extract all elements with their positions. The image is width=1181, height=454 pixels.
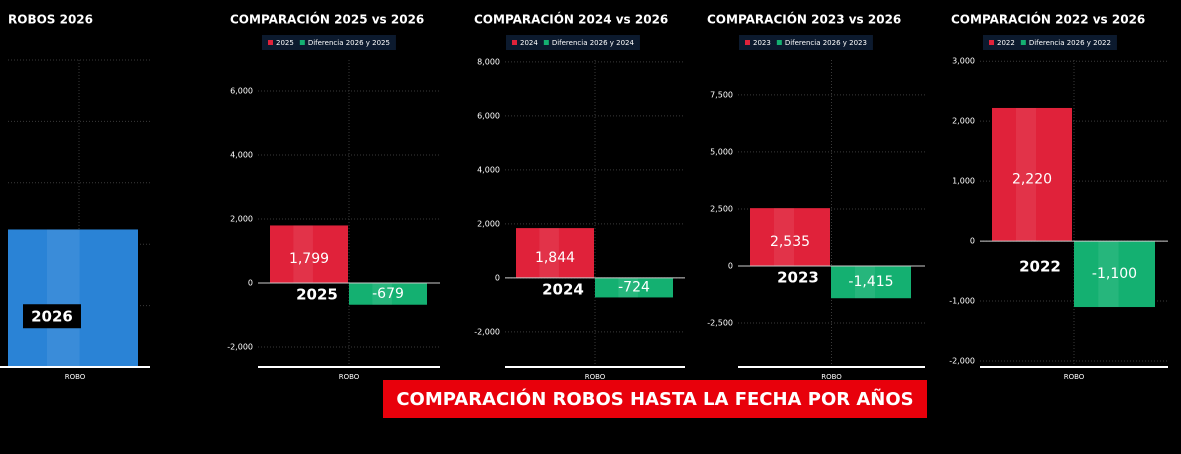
- bar-sheen: [774, 208, 794, 266]
- legend-swatch: [989, 40, 994, 45]
- banner-box: [383, 380, 927, 418]
- legend-label: Diferencia 2026 y 2025: [308, 39, 390, 47]
- y-tick-label: 5,000: [710, 147, 733, 156]
- x-tick-label: ROBO: [1064, 373, 1085, 381]
- value-label: 1,799: [289, 251, 329, 267]
- bar: [1074, 241, 1155, 308]
- bar: [8, 229, 138, 367]
- legend-swatch: [512, 40, 517, 45]
- bar-sheen: [372, 283, 392, 305]
- y-tick-label: 7,500: [710, 90, 733, 99]
- bar-sheen: [539, 228, 559, 278]
- value-label: -1,415: [848, 274, 893, 290]
- bar-sheen: [618, 277, 638, 298]
- legend-swatch: [299, 40, 305, 45]
- legend-swatch: [745, 40, 750, 45]
- y-tick-label: 2,000: [952, 117, 975, 126]
- y-tick-label: 2,000: [477, 219, 500, 228]
- x-tick-label: ROBO: [821, 373, 842, 381]
- y-tick-label: -1,000: [949, 297, 975, 306]
- legend-swatch: [543, 40, 549, 45]
- legend-label: 2023: [753, 39, 771, 47]
- chart-title: COMPARACIÓN 2025 vs 2026: [230, 12, 424, 27]
- value-label: 1,844: [535, 250, 575, 266]
- bar-name-label: 2025: [296, 286, 338, 304]
- x-tick-label: ROBO: [585, 373, 606, 381]
- bar: [349, 283, 427, 305]
- y-tick-label: 4,000: [230, 151, 253, 160]
- legend-label: 2024: [520, 39, 538, 47]
- legend-box: [739, 35, 873, 50]
- y-tick-label: 3,000: [952, 57, 975, 66]
- bar-name-label: 2024: [542, 280, 584, 298]
- bar: [595, 277, 673, 298]
- bar-name-label: 2023: [777, 268, 819, 286]
- bar-sheen: [855, 265, 875, 299]
- legend-box: [506, 35, 640, 50]
- y-tick-label: 0: [970, 237, 975, 246]
- value-label: 2,535: [770, 234, 810, 250]
- y-tick-label: 4,000: [477, 165, 500, 174]
- legend-box: [983, 35, 1117, 50]
- chart-title: COMPARACIÓN 2023 vs 2026: [707, 12, 901, 27]
- bar: [750, 208, 830, 266]
- x-tick-label: ROBO: [339, 373, 360, 381]
- value-label: -1,100: [1092, 266, 1137, 282]
- bar: [831, 265, 911, 299]
- y-tick-label: -2,000: [227, 343, 253, 352]
- value-label: -679: [372, 286, 404, 302]
- x-tick-label: ROBO: [65, 373, 86, 381]
- legend-label: Diferencia 2026 y 2024: [552, 39, 635, 47]
- legend-swatch: [1020, 40, 1026, 45]
- chart-title: COMPARACIÓN 2024 vs 2026: [474, 12, 668, 27]
- legend-label: 2022: [997, 39, 1015, 47]
- y-tick-label: -2,000: [949, 357, 975, 366]
- bar-name-box: [23, 304, 81, 329]
- y-tick-label: 2,000: [230, 215, 253, 224]
- bar-sheen: [1016, 107, 1036, 242]
- legend-label: Diferencia 2026 y 2022: [1029, 39, 1111, 47]
- y-tick-label: -2,500: [707, 318, 733, 327]
- y-tick-label: 6,000: [477, 111, 500, 120]
- banner-text: COMPARACIÓN ROBOS HASTA LA FECHA POR AÑO…: [396, 387, 913, 410]
- legend-label: 2025: [276, 39, 294, 47]
- bar-sheen: [1098, 241, 1119, 308]
- chart-title: ROBOS 2026: [8, 13, 93, 27]
- bar-name-label: 2026: [31, 308, 73, 326]
- y-tick-label: 0: [495, 273, 500, 282]
- bar: [516, 228, 594, 278]
- y-tick-label: -2,000: [474, 327, 500, 336]
- y-tick-label: 0: [728, 261, 733, 270]
- y-tick-label: 8,000: [477, 57, 500, 66]
- bar-sheen: [47, 229, 80, 367]
- bar-sheen: [293, 225, 313, 284]
- y-tick-label: 2,500: [710, 204, 733, 213]
- y-tick-label: 6,000: [230, 87, 253, 96]
- chart-title: COMPARACIÓN 2022 vs 2026: [951, 12, 1145, 27]
- legend-label: Diferencia 2026 y 2023: [785, 39, 867, 47]
- value-label: 2,220: [1012, 172, 1052, 188]
- bar: [270, 225, 348, 284]
- y-tick-label: 0: [248, 279, 253, 288]
- legend-swatch: [268, 40, 273, 45]
- legend-box: [262, 35, 396, 50]
- bar: [992, 107, 1072, 242]
- legend-swatch: [776, 40, 782, 45]
- bar-name-label: 2022: [1019, 258, 1061, 276]
- value-label: -724: [618, 280, 650, 296]
- y-tick-label: 1,000: [952, 177, 975, 186]
